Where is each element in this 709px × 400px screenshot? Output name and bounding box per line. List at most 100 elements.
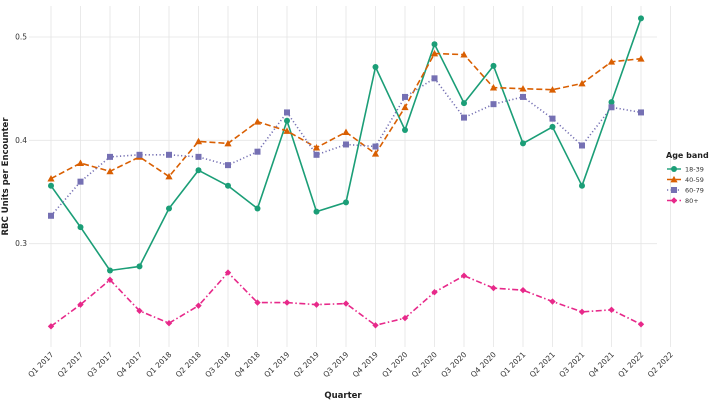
data-point-60-79 <box>402 93 408 100</box>
data-point-60-79 <box>195 153 202 160</box>
data-point-40-59 <box>637 55 645 62</box>
legend-marker-80- <box>670 197 678 204</box>
legend-label-18-39: 18-39 <box>685 165 704 173</box>
data-point-60-79 <box>490 101 497 108</box>
legend: Age band 18-39 40-59 60-79 80+ <box>666 151 709 205</box>
x-tick-label: Q1 2022 <box>616 350 645 379</box>
data-point-40-59 <box>106 167 114 175</box>
data-point-80- <box>342 300 350 307</box>
data-point-80- <box>313 301 320 308</box>
data-point-80- <box>578 308 586 316</box>
data-point-18-39 <box>402 127 408 133</box>
legend-marker-60-79 <box>671 187 677 193</box>
data-point-40-59 <box>519 85 527 92</box>
data-point-18-39 <box>284 117 290 124</box>
data-point-80- <box>372 322 379 329</box>
data-point-80- <box>136 307 143 315</box>
data-point-80- <box>224 269 232 276</box>
data-point-60-79 <box>166 151 172 158</box>
data-point-18-39 <box>343 199 349 206</box>
data-point-60-79 <box>579 142 585 149</box>
legend-marker-18-39 <box>671 166 677 172</box>
x-axis-label: Quarter <box>324 391 362 400</box>
legend-label-40-59: 40-59 <box>685 176 704 184</box>
data-point-18-39 <box>608 99 615 106</box>
legend-marker-40-59 <box>670 175 678 183</box>
legend-label-60-79: 60-79 <box>685 186 704 194</box>
x-tick-label: Q1 2020 <box>380 350 409 379</box>
data-point-80- <box>283 299 291 306</box>
y-tick-label: 0.5 <box>15 33 27 42</box>
data-point-60-79 <box>520 93 526 100</box>
data-point-60-79 <box>372 143 379 150</box>
data-point-18-39 <box>313 208 320 215</box>
data-point-80- <box>165 320 173 327</box>
x-tick-label: Q3 2018 <box>203 350 232 379</box>
data-point-18-39 <box>431 41 438 48</box>
y-axis-ticks: 0.3 0.4 0.5 <box>15 33 27 249</box>
data-point-18-39 <box>107 267 113 274</box>
x-tick-label: Q2 2020 <box>410 350 439 379</box>
data-point-80- <box>77 301 84 308</box>
data-point-80- <box>106 276 114 284</box>
data-point-40-59 <box>76 159 85 166</box>
x-tick-label: Q2 2019 <box>292 350 321 379</box>
x-tick-label: Q1 2018 <box>144 350 173 379</box>
data-point-60-79 <box>136 151 143 158</box>
data-point-60-79 <box>284 109 290 116</box>
data-point-40-59 <box>312 143 321 151</box>
data-point-60-79 <box>107 153 113 160</box>
data-point-18-39 <box>520 140 526 147</box>
legend-label-80-: 80+ <box>685 197 699 205</box>
data-point-80- <box>519 286 527 294</box>
data-point-60-79 <box>461 114 467 121</box>
data-point-80- <box>460 272 468 279</box>
y-tick-label: 0.4 <box>15 136 27 145</box>
x-tick-label: Q3 2019 <box>321 350 350 379</box>
data-point-60-79 <box>48 212 54 219</box>
data-point-40-59 <box>342 128 350 135</box>
data-point-18-39 <box>372 63 379 70</box>
x-tick-label: Q3 2020 <box>439 350 468 379</box>
x-tick-label: Q3 2021 <box>557 350 586 379</box>
data-point-60-79 <box>431 75 438 82</box>
data-point-60-79 <box>638 109 644 116</box>
data-point-40-59 <box>489 84 498 91</box>
x-tick-label: Q2 2017 <box>56 350 85 379</box>
data-point-40-59 <box>253 118 262 125</box>
x-tick-label: Q3 2017 <box>85 350 114 379</box>
x-tick-label: Q1 2021 <box>498 350 527 379</box>
data-point-80- <box>637 321 645 328</box>
x-axis-ticks: Q1 2017 Q2 2017 Q3 2017 Q4 2017 Q1 2018 Q2 20… <box>26 350 675 379</box>
x-tick-label: Q2 2018 <box>174 350 203 379</box>
data-point-18-39 <box>77 224 84 231</box>
data-point-40-59 <box>548 86 557 93</box>
data-point-80- <box>401 314 409 322</box>
x-tick-label: Q2 2022 <box>646 350 675 379</box>
data-point-40-59 <box>371 150 380 157</box>
data-point-40-59 <box>283 127 291 134</box>
x-tick-label: Q4 2020 <box>469 350 498 379</box>
data-point-80- <box>608 306 615 313</box>
data-point-80- <box>47 323 55 330</box>
x-tick-label: Q1 2019 <box>262 350 291 379</box>
data-point-40-59 <box>607 58 616 65</box>
x-tick-label: Q4 2018 <box>233 350 262 379</box>
data-point-60-79 <box>77 178 84 185</box>
data-point-18-39 <box>579 182 585 189</box>
data-point-18-39 <box>461 100 467 107</box>
series-group <box>47 15 645 330</box>
x-tick-label: Q4 2019 <box>351 350 380 379</box>
data-point-40-59 <box>578 79 586 87</box>
legend-title: Age band <box>666 151 709 160</box>
data-point-40-59 <box>224 139 232 147</box>
data-point-40-59 <box>460 50 468 58</box>
data-point-60-79 <box>608 104 615 111</box>
data-point-60-79 <box>343 141 349 148</box>
data-point-40-59 <box>47 174 55 182</box>
data-point-40-59 <box>401 103 409 111</box>
data-point-80- <box>490 284 497 292</box>
data-point-60-79 <box>225 162 231 169</box>
x-tick-label: Q4 2017 <box>115 350 144 379</box>
